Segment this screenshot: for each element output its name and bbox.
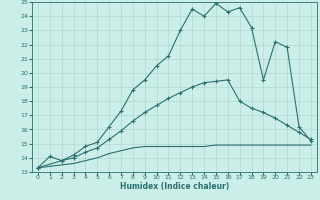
X-axis label: Humidex (Indice chaleur): Humidex (Indice chaleur)	[120, 182, 229, 191]
